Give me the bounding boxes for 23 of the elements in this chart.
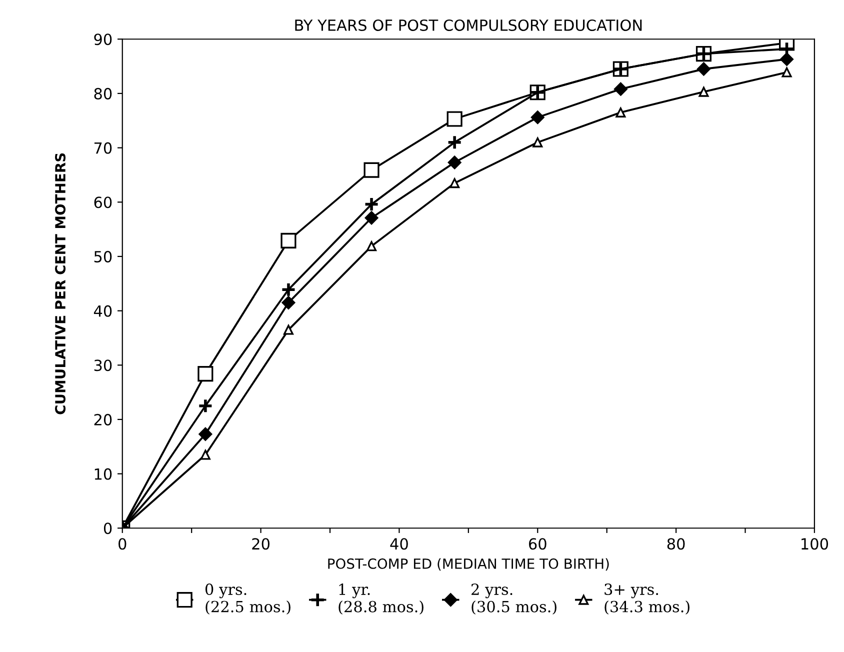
y-tick-label: 40: [94, 305, 112, 317]
y-tick-label: 0: [104, 522, 112, 534]
x-tick-label: 40: [390, 538, 408, 550]
y-tick-label: 70: [94, 142, 112, 154]
legend-label: 2 yrs. (30.5 mos.): [472, 583, 556, 615]
legend-label: 1 yr. (28.8 mos.): [338, 583, 424, 615]
y-tick-label: 10: [94, 468, 112, 480]
x-axis-title: POST-COMP ED (MEDIAN TIME TO BIRTH): [328, 558, 609, 571]
chart-title: BY YEARS OF POST COMPULSORY EDUCATION: [295, 19, 642, 32]
y-tick-label: 50: [94, 250, 112, 262]
y-axis-title: CUMULATIVE PER CENT MOTHERS: [55, 153, 66, 414]
x-tick-label: 20: [252, 538, 270, 550]
y-tick-label: 80: [94, 88, 112, 100]
legend-label: 0 yrs. (22.5 mos.): [205, 583, 290, 615]
x-tick-label: 60: [528, 538, 546, 550]
y-tick-label: 90: [94, 34, 112, 46]
x-tick-label: 100: [802, 538, 828, 550]
y-tick-label: 60: [94, 196, 112, 208]
y-tick-label: 30: [94, 360, 112, 372]
y-tick-label: 20: [94, 414, 112, 426]
x-tick-label: 0: [118, 538, 126, 550]
x-tick-label: 80: [667, 538, 685, 550]
legend-label: 3+ yrs. (34.3 mos.): [604, 583, 690, 615]
